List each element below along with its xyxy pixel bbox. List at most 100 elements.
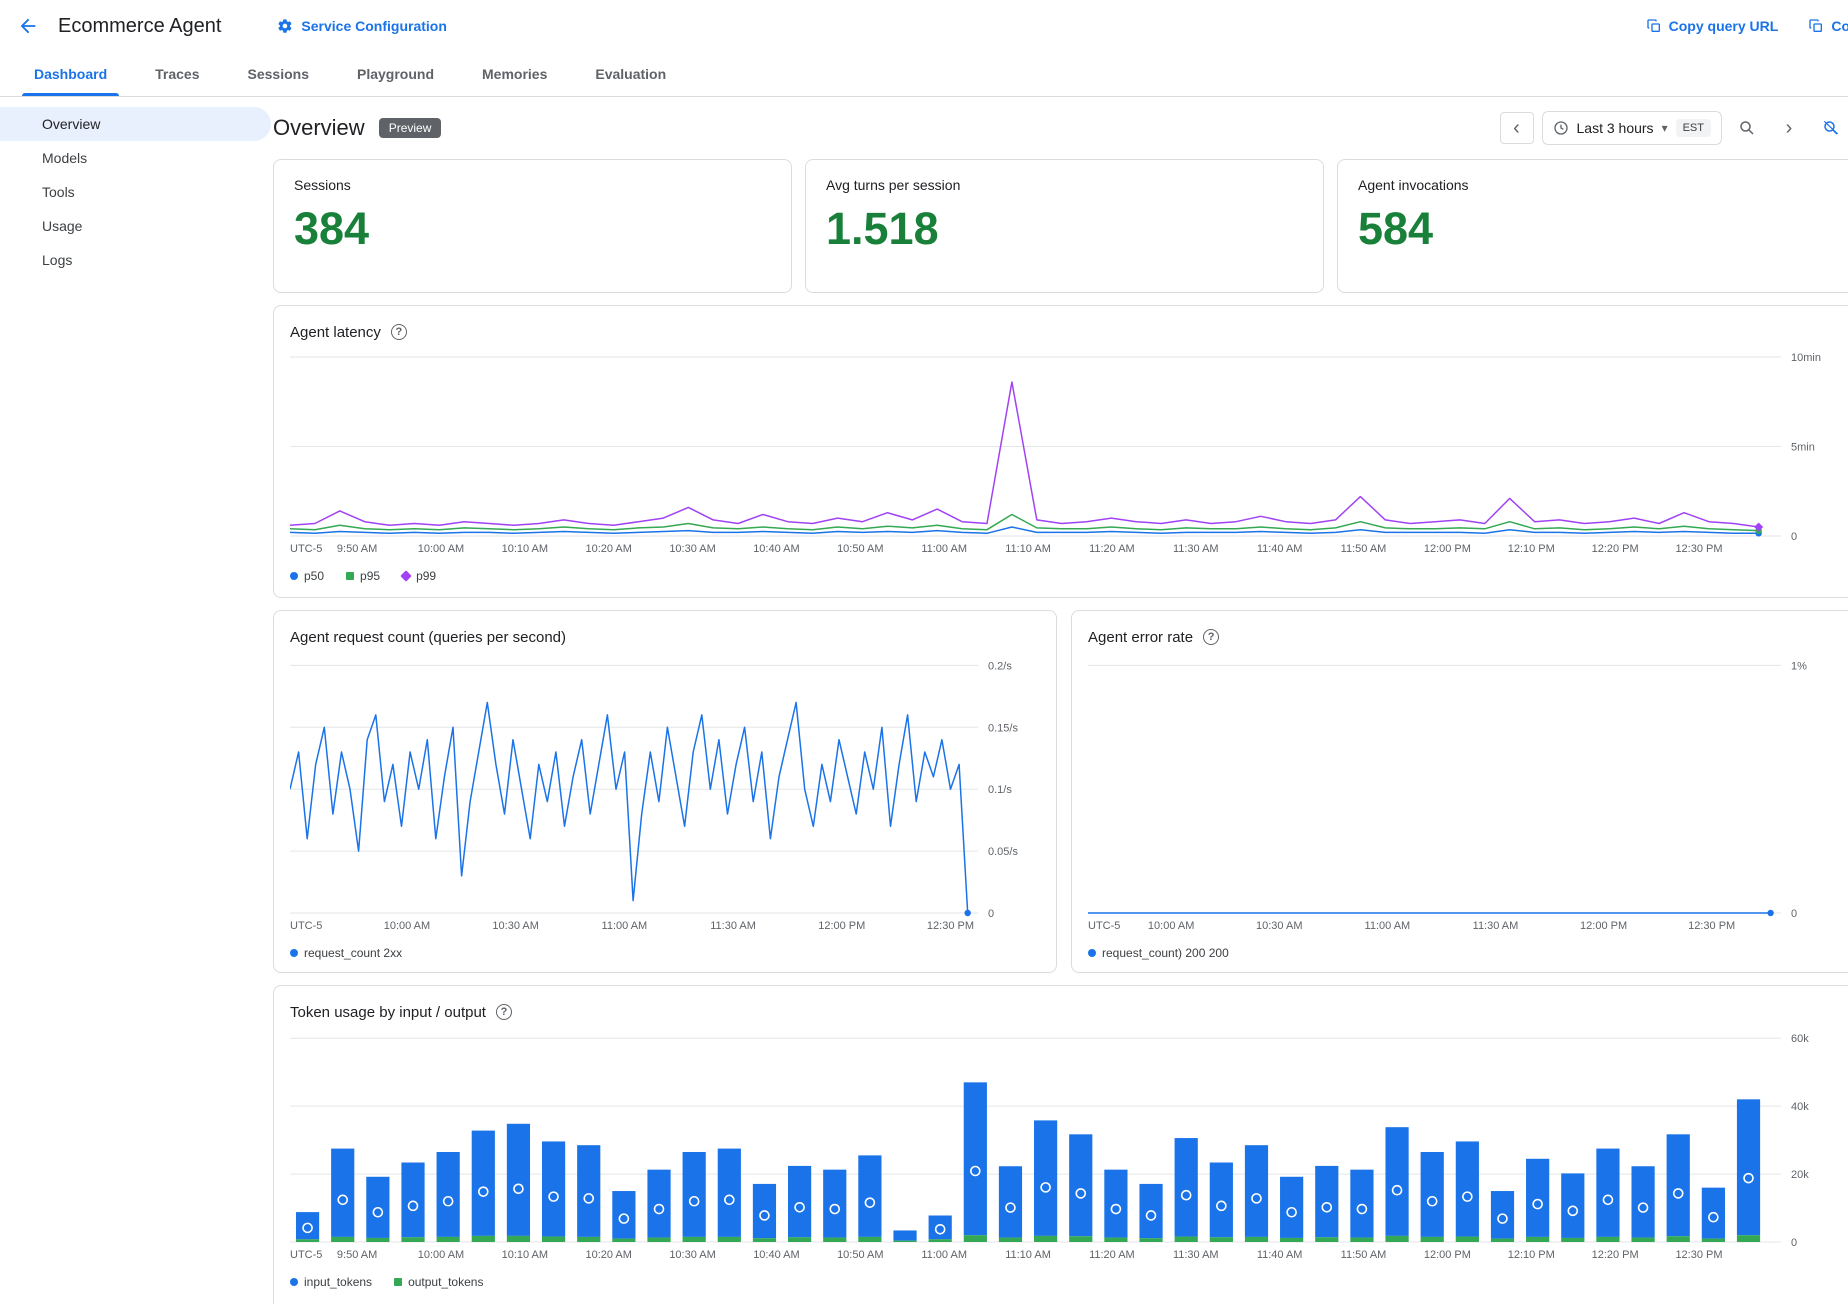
- zoom-off-button[interactable]: [1814, 112, 1848, 144]
- svg-text:11:00 AM: 11:00 AM: [1365, 920, 1411, 932]
- chevron-left-icon: ‹: [1513, 116, 1520, 139]
- sidebar-item-models[interactable]: Models: [42, 150, 88, 166]
- svg-text:11:00 AM: 11:00 AM: [921, 543, 967, 555]
- agent-latency-card: Agent latency ? 0 5min 10min UTC-5 9:50 AM 10…: [273, 305, 1848, 598]
- time-forward-button[interactable]: ›: [1772, 112, 1806, 144]
- svg-text:10:50 AM: 10:50 AM: [837, 543, 883, 555]
- copy-query-url-button[interactable]: Copy query URL: [1646, 18, 1778, 34]
- stat-value: 584: [1358, 203, 1434, 254]
- latency-chart[interactable]: 0 5min 10min UTC-5 9:50 AM 10:00 AM 10:10 AM 10…: [289, 348, 1843, 563]
- stat-value: 384: [294, 203, 370, 254]
- svg-text:12:00 PM: 12:00 PM: [818, 920, 865, 932]
- svg-text:12:00 PM: 12:00 PM: [1580, 920, 1627, 932]
- time-back-button[interactable]: ‹: [1499, 112, 1534, 144]
- time-range-selector[interactable]: Last 3 hours ▾ EST: [1541, 111, 1722, 145]
- gear-icon: [278, 19, 292, 33]
- stat-value: 1.518: [826, 203, 939, 254]
- legend-marker-icon: [290, 1278, 298, 1286]
- svg-text:10:00 AM: 10:00 AM: [418, 1249, 464, 1261]
- svg-text:20k: 20k: [1791, 1169, 1809, 1181]
- tab-playground[interactable]: Playground: [356, 66, 434, 82]
- sidebar-item-overview[interactable]: Overview: [0, 107, 271, 141]
- token-usage-card: Token usage by input / output ? 0 20k 40k 6…: [273, 985, 1848, 1304]
- error-rate-chart[interactable]: 0 1% UTC-5 10:00 AM 10:30 AM 11:00 AM 11:30 AM…: [1088, 653, 1843, 940]
- legend-label: p50: [304, 569, 325, 583]
- sidebar-item-usage[interactable]: Usage: [42, 218, 83, 234]
- svg-text:11:10 AM: 11:10 AM: [1005, 1249, 1051, 1261]
- copy-identity-button[interactable]: Copy identity: [1808, 18, 1848, 34]
- stat-label: Sessions: [294, 177, 351, 193]
- request-legend: request_count 2xx: [290, 946, 1040, 960]
- tab-traces[interactable]: Traces: [155, 66, 200, 82]
- chart-title: Token usage by input / output: [290, 1003, 486, 1021]
- legend-label: request_count 2xx: [304, 946, 403, 960]
- legend-marker-icon: [400, 570, 412, 582]
- legend-item[interactable]: p95: [346, 569, 380, 583]
- clock-icon: [1553, 121, 1568, 135]
- help-icon[interactable]: ?: [1203, 629, 1220, 645]
- copy-icon: [1646, 19, 1660, 32]
- svg-text:10:40 AM: 10:40 AM: [753, 1249, 799, 1261]
- stat-card-invocations: Agent invocations 584: [1337, 159, 1848, 293]
- tab-bar: Dashboard Traces Sessions Playground Mem…: [0, 52, 1848, 97]
- svg-text:0.05/s: 0.05/s: [988, 846, 1018, 858]
- svg-text:10:00 AM: 10:00 AM: [384, 920, 430, 932]
- svg-text:11:20 AM: 11:20 AM: [1089, 543, 1135, 555]
- zoom-off-icon: [1823, 120, 1839, 135]
- svg-text:60k: 60k: [1791, 1033, 1809, 1045]
- svg-text:10:10 AM: 10:10 AM: [502, 543, 548, 555]
- help-icon[interactable]: ?: [390, 324, 407, 340]
- card-title-row: Agent request count (queries per second): [290, 625, 1040, 649]
- error-rate-card: Agent error rate ? 0 1% UTC-5 10:00 AM 10:30…: [1071, 610, 1848, 973]
- legend-item[interactable]: output_tokens: [394, 1275, 483, 1289]
- legend-label: p95: [360, 569, 381, 583]
- legend-item[interactable]: p50: [290, 569, 324, 583]
- sidebar-item-logs[interactable]: Logs: [42, 252, 73, 268]
- svg-text:10:30 AM: 10:30 AM: [492, 920, 538, 932]
- top-bar-actions: Copy query URL Copy identity: [1646, 18, 1848, 34]
- legend-item[interactable]: request_count) 200 200: [1088, 946, 1229, 960]
- svg-text:40k: 40k: [1791, 1101, 1809, 1113]
- legend-label: p99: [416, 569, 437, 583]
- timezone-badge: EST: [1675, 119, 1711, 137]
- tab-memories[interactable]: Memories: [482, 66, 548, 82]
- sidebar-item-tools[interactable]: Tools: [42, 184, 75, 200]
- svg-text:UTC-5: UTC-5: [290, 920, 322, 932]
- svg-text:10:50 AM: 10:50 AM: [837, 1249, 883, 1261]
- request-count-card: Agent request count (queries per second)…: [273, 610, 1057, 973]
- error-legend: request_count) 200 200: [1088, 946, 1843, 960]
- svg-text:10min: 10min: [1791, 352, 1821, 364]
- legend-item[interactable]: input_tokens: [290, 1275, 372, 1289]
- help-icon[interactable]: ?: [495, 1004, 512, 1020]
- svg-text:12:30 PM: 12:30 PM: [1675, 543, 1722, 555]
- svg-text:11:30 AM: 11:30 AM: [1173, 1249, 1219, 1261]
- tab-evaluation[interactable]: Evaluation: [595, 66, 667, 82]
- svg-text:0: 0: [1791, 531, 1797, 543]
- tab-dashboard[interactable]: Dashboard: [10, 52, 131, 96]
- back-button[interactable]: [8, 6, 48, 46]
- latency-legend: p50 p95 p99: [290, 569, 1843, 583]
- main-content: Overview Preview ‹ Last 3 hours ▾ EST ›: [271, 97, 1848, 1304]
- svg-text:10:30 AM: 10:30 AM: [1256, 920, 1302, 932]
- token-usage-chart[interactable]: 0 20k 40k 60k UTC-5 9:50 AM 10:00 AM 10:10 AM 10…: [290, 1028, 1843, 1269]
- chart-title: Agent request count (queries per second): [290, 628, 566, 646]
- arrow-back-icon: [20, 18, 36, 34]
- request-count-chart[interactable]: 0 0.05/s 0.1/s 0.15/s 0.2/s UTC-5 10:00 AM 10:3…: [289, 653, 1040, 940]
- top-bar: Ecommerce Agent Service Configuration Co…: [0, 0, 1848, 52]
- tab-sessions[interactable]: Sessions: [247, 66, 309, 82]
- legend-label: request_count) 200 200: [1102, 946, 1229, 960]
- svg-text:0.1/s: 0.1/s: [988, 784, 1012, 796]
- zoom-search-button[interactable]: [1730, 112, 1764, 144]
- svg-text:11:30 AM: 11:30 AM: [1473, 920, 1519, 932]
- svg-text:11:30 AM: 11:30 AM: [710, 920, 756, 932]
- legend-item[interactable]: p99: [400, 569, 437, 583]
- svg-text:10:20 AM: 10:20 AM: [585, 1249, 631, 1261]
- service-configuration-link[interactable]: Service Configuration: [277, 18, 447, 34]
- svg-text:11:00 AM: 11:00 AM: [921, 1249, 967, 1261]
- svg-text:UTC-5: UTC-5: [290, 1249, 322, 1261]
- card-title-row: Agent latency ?: [290, 320, 1843, 344]
- charts-row: Agent request count (queries per second)…: [273, 610, 1848, 973]
- legend-marker-icon: [1088, 949, 1096, 957]
- legend-item[interactable]: request_count 2xx: [290, 946, 402, 960]
